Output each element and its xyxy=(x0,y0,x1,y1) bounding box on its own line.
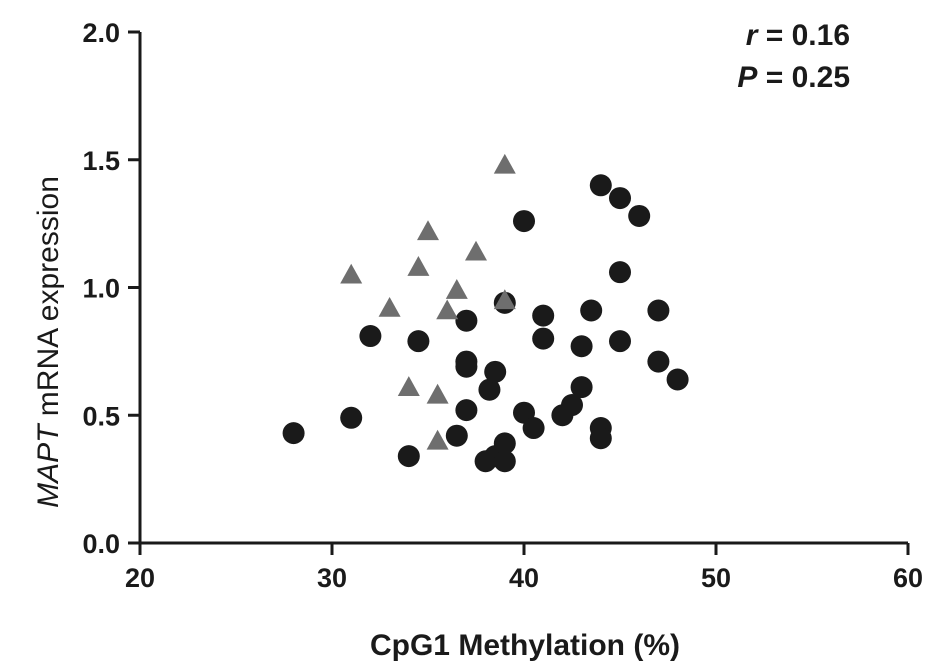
data-point-circle xyxy=(647,350,670,373)
data-point-circle xyxy=(570,376,593,399)
data-point-circle xyxy=(455,309,478,332)
data-point-circle xyxy=(647,299,670,322)
x-tick-label: 60 xyxy=(893,563,923,593)
p-symbol: P xyxy=(737,61,758,94)
r-value: = 0.16 xyxy=(757,19,850,52)
y-tick-label: 2.0 xyxy=(82,18,120,48)
data-point-triangle xyxy=(445,279,468,299)
y-tick-label: 1.5 xyxy=(82,146,120,176)
y-tick-label: 1.0 xyxy=(82,274,120,304)
y-tick-label: 0.5 xyxy=(82,401,120,431)
data-point-circle xyxy=(407,330,430,353)
x-axis-title: CpG1 Methylation (%) xyxy=(370,629,680,662)
x-tick-label: 20 xyxy=(125,563,155,593)
data-point-triangle xyxy=(397,376,420,396)
data-point-circle xyxy=(532,304,555,327)
data-point-circle xyxy=(397,445,420,468)
data-point-circle xyxy=(478,378,501,401)
data-point-triangle xyxy=(493,289,516,310)
data-points xyxy=(282,153,689,473)
y-axis-title-rest: mRNA expression xyxy=(32,176,65,424)
axis-ticks: 20 30 40 50 60 0.0 0.5 1.0 1.5 2.0 xyxy=(82,18,923,593)
data-point-circle xyxy=(455,399,478,422)
data-point-triangle xyxy=(426,383,449,404)
data-point-circle xyxy=(666,368,689,391)
data-point-circle xyxy=(445,424,468,447)
data-point-circle xyxy=(493,450,516,473)
data-point-circle xyxy=(589,174,612,197)
r-symbol: r xyxy=(746,19,760,52)
y-axis-title-italic: MAPT xyxy=(32,422,65,508)
data-point-circle xyxy=(522,417,545,440)
data-point-circle xyxy=(589,427,612,450)
data-point-circle xyxy=(561,394,583,417)
data-point-circle xyxy=(282,422,305,445)
data-point-triangle xyxy=(407,256,430,276)
data-point-circle xyxy=(455,350,478,373)
data-point-circle xyxy=(493,432,516,455)
data-point-circle xyxy=(570,335,593,358)
data-point-triangle xyxy=(417,220,439,241)
x-tick-label: 50 xyxy=(701,563,731,593)
data-point-circle xyxy=(628,204,651,227)
data-point-circle xyxy=(580,299,603,322)
data-point-circle xyxy=(484,360,507,383)
y-tick-label: 0.0 xyxy=(82,529,120,559)
y-axis-title: MAPT mRNA expression xyxy=(32,176,65,508)
data-point-circle xyxy=(513,210,535,233)
x-tick-label: 30 xyxy=(317,563,347,593)
data-point-triangle xyxy=(465,240,487,261)
data-point-triangle xyxy=(493,153,516,174)
data-point-circle xyxy=(609,261,631,284)
correlation-annotation: r = 0.16 xyxy=(746,19,850,52)
p-value-annotation: P = 0.25 xyxy=(737,61,850,94)
data-point-triangle xyxy=(340,263,363,284)
x-tick-label: 40 xyxy=(509,563,539,593)
data-point-circle xyxy=(359,325,382,348)
data-point-triangle xyxy=(426,429,449,450)
data-point-circle xyxy=(340,406,363,429)
data-point-circle xyxy=(532,327,555,350)
data-point-circle xyxy=(609,187,631,210)
data-point-triangle xyxy=(436,299,459,320)
p-value: = 0.25 xyxy=(757,61,850,94)
data-point-triangle xyxy=(378,296,401,317)
data-point-circle xyxy=(609,330,631,353)
